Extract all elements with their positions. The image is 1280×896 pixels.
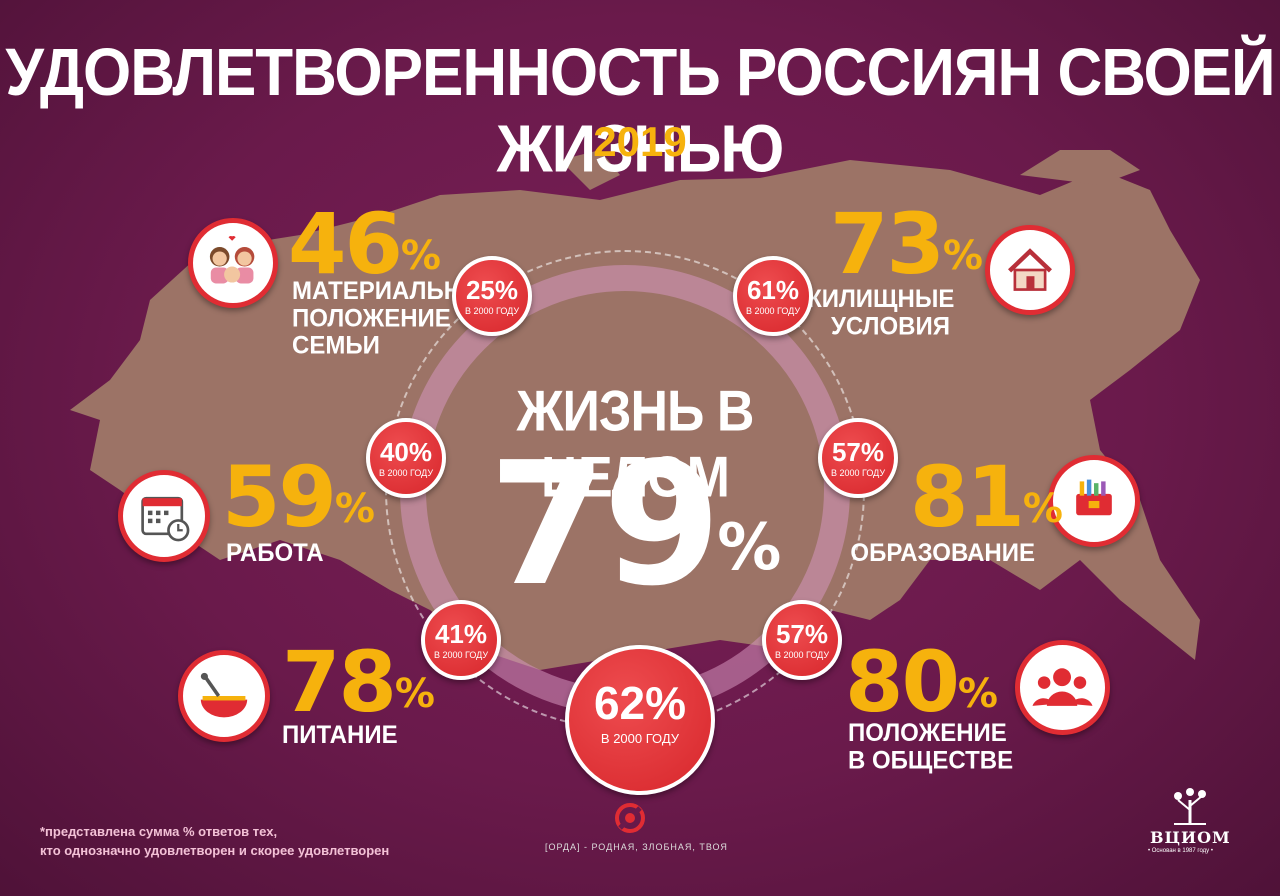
- vciom-logo-subtitle: • Основан в 1987 году •: [1148, 848, 1213, 854]
- overall-value: 79%: [488, 426, 782, 624]
- work-value: 59%: [222, 448, 375, 546]
- family-previous-bubble: 25% В 2000 ГОДУ: [452, 256, 532, 336]
- school-supplies-icon: [1048, 455, 1140, 547]
- page-title: УДОВЛЕТВОРЕННОСТЬ РОССИЯН СВОЕЙ ЖИЗНЬЮ: [5, 35, 1275, 187]
- housing-label: ЖИЛИЩНЫЕ УСЛОВИЯ: [800, 284, 955, 341]
- family-icon: [188, 218, 278, 308]
- work-label: РАБОТА: [226, 538, 324, 568]
- overall-previous-bubble: 62% В 2000 ГОДУ: [565, 645, 715, 795]
- society-value: 80%: [845, 633, 998, 731]
- food-label: ПИТАНИЕ: [282, 720, 398, 750]
- soup-bowl-icon: [178, 650, 270, 742]
- vciom-tree-logo-icon: [1174, 788, 1206, 825]
- food-value: 78%: [282, 633, 435, 731]
- education-label: ОБРАЗОВАНИЕ: [850, 538, 1035, 568]
- housing-value: 73%: [830, 195, 983, 293]
- society-previous-bubble: 57% В 2000 ГОДУ: [762, 600, 842, 680]
- food-previous-bubble: 41% В 2000 ГОДУ: [421, 600, 501, 680]
- people-group-icon: [1015, 640, 1110, 735]
- housing-previous-bubble: 61% В 2000 ГОДУ: [733, 256, 813, 336]
- work-previous-bubble: 40% В 2000 ГОДУ: [366, 418, 446, 498]
- footnote: *представлена сумма % ответов тех, кто о…: [40, 824, 390, 858]
- overall-label: ЖИЗНЬ В ЦЕЛОМ: [516, 380, 755, 510]
- orda-tagline: [ОРДА] - РОДНАЯ, ЗЛОБНАЯ, ТВОЯ: [545, 842, 728, 852]
- orda-logo-icon: [615, 803, 645, 833]
- education-previous-bubble: 57% В 2000 ГОДУ: [818, 418, 898, 498]
- family-value: 46%: [288, 195, 441, 293]
- education-value: 81%: [910, 448, 1063, 546]
- house-icon: [985, 225, 1075, 315]
- calendar-clock-icon: [118, 470, 210, 562]
- vciom-logo-name: ВЦИОМ: [1150, 828, 1231, 847]
- year-subtitle: 2019: [593, 118, 687, 165]
- society-label: ПОЛОЖЕНИЕ В ОБЩЕСТВЕ: [848, 718, 1014, 775]
